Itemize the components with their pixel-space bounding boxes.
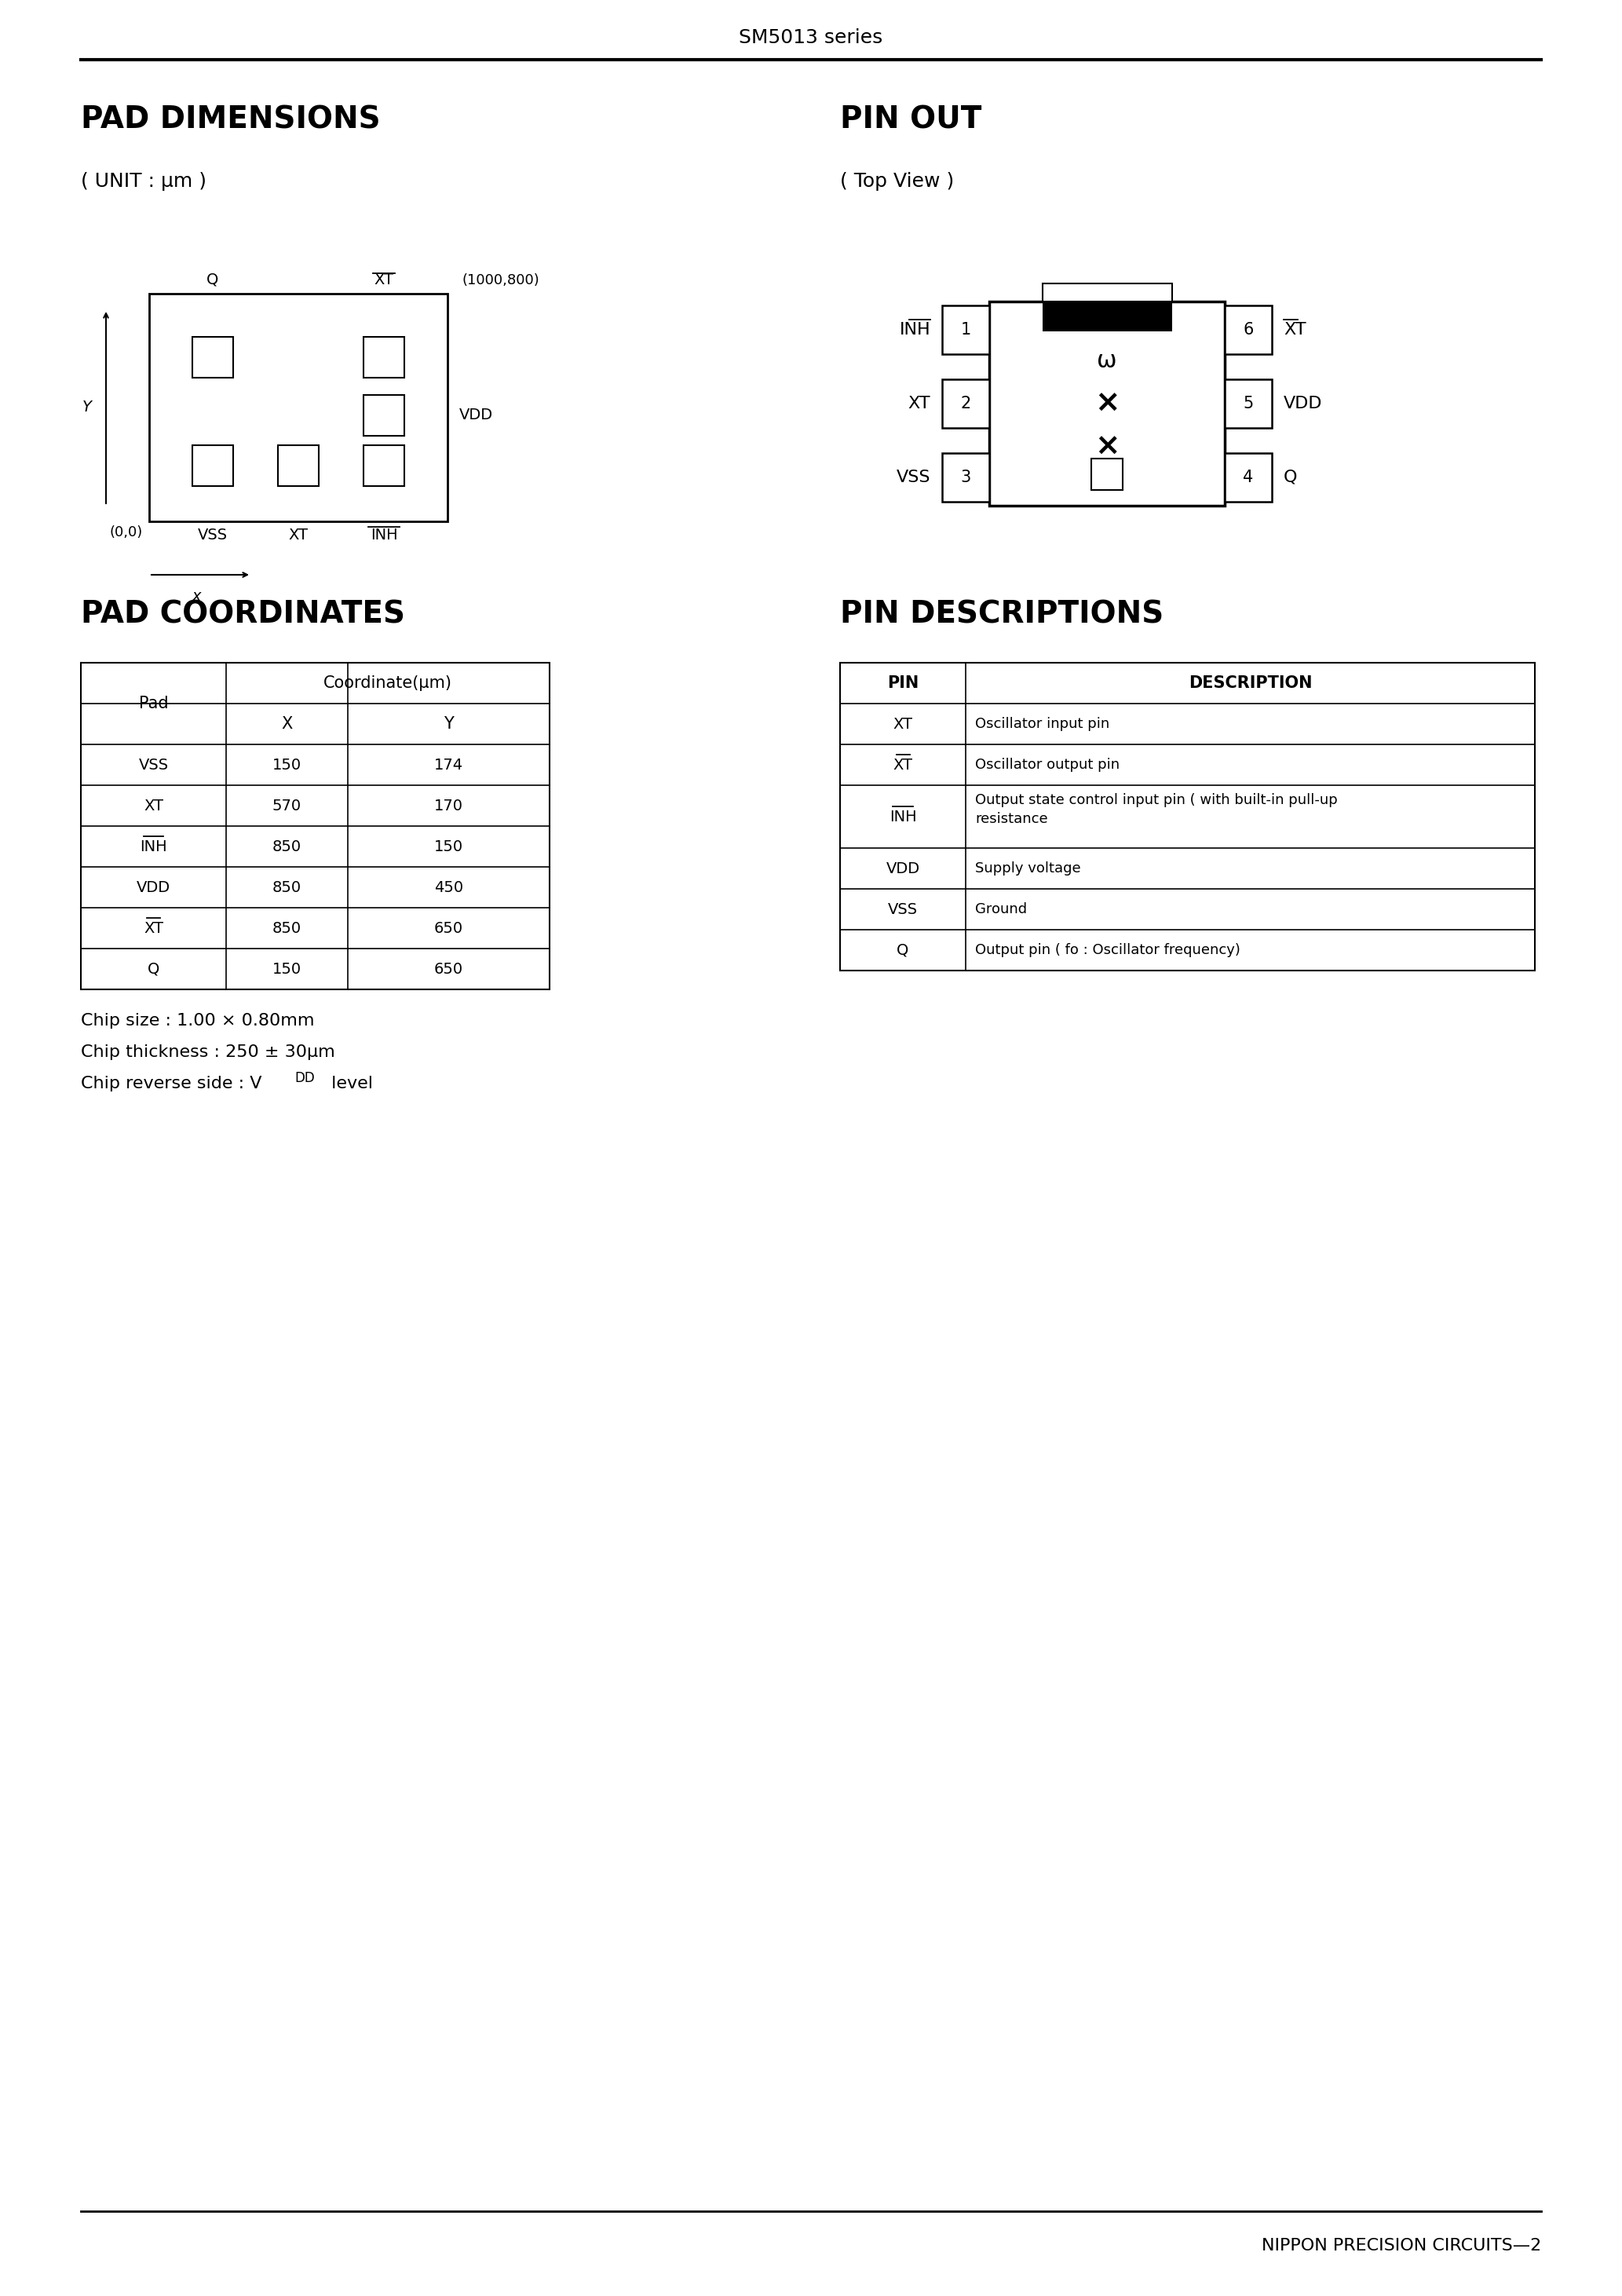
Text: Y: Y: [444, 716, 454, 732]
Bar: [1043, 301, 1171, 331]
Text: VSS: VSS: [887, 902, 918, 916]
Text: 2: 2: [960, 395, 972, 411]
Text: XT: XT: [144, 921, 164, 934]
Text: ×: ×: [1095, 432, 1119, 461]
Text: XT: XT: [289, 528, 308, 542]
Text: XT: XT: [375, 273, 394, 287]
Text: Q: Q: [897, 944, 908, 957]
Text: XT: XT: [908, 395, 931, 411]
Text: 650: 650: [435, 962, 464, 976]
Text: Pad: Pad: [139, 696, 169, 712]
Text: INH: INH: [889, 808, 916, 824]
Bar: [277, 445, 320, 487]
Text: 4: 4: [1242, 471, 1254, 484]
Text: XT: XT: [144, 799, 164, 813]
Bar: [1225, 305, 1272, 354]
Bar: [942, 305, 989, 354]
Text: ×: ×: [1095, 388, 1119, 418]
Text: DD: DD: [295, 1070, 315, 1086]
Text: VDD: VDD: [1283, 395, 1322, 411]
Text: Q: Q: [1283, 471, 1298, 484]
Text: level: level: [326, 1077, 373, 1091]
Text: PAD DIMENSIONS: PAD DIMENSIONS: [81, 106, 381, 135]
Text: 6: 6: [1242, 321, 1254, 338]
Text: Output state control input pin ( with built-in pull-up: Output state control input pin ( with bu…: [975, 792, 1338, 808]
Text: PAD COORDINATES: PAD COORDINATES: [81, 599, 406, 629]
Text: INH: INH: [139, 838, 167, 854]
Text: Coordinate(μm): Coordinate(μm): [323, 675, 453, 691]
Text: Chip reverse side : V: Chip reverse side : V: [81, 1077, 261, 1091]
Text: 570: 570: [272, 799, 302, 813]
Text: Oscillator output pin: Oscillator output pin: [975, 758, 1119, 771]
Text: VSS: VSS: [897, 471, 931, 484]
Bar: [363, 338, 404, 379]
Bar: [1092, 459, 1122, 489]
Text: (1000,800): (1000,800): [462, 273, 539, 287]
Text: VSS: VSS: [138, 758, 169, 771]
Text: 1: 1: [960, 321, 972, 338]
Bar: [942, 452, 989, 503]
Text: ω: ω: [1096, 349, 1118, 372]
Text: x: x: [191, 588, 201, 604]
Text: Chip thickness : 250 ± 30μm: Chip thickness : 250 ± 30μm: [81, 1045, 336, 1061]
Text: X: X: [281, 716, 292, 732]
Text: Q: Q: [206, 273, 219, 287]
Bar: [840, 664, 1534, 971]
Text: PIN DESCRIPTIONS: PIN DESCRIPTIONS: [840, 599, 1163, 629]
Bar: [193, 338, 234, 379]
Text: Oscillator input pin: Oscillator input pin: [975, 716, 1109, 730]
Text: VDD: VDD: [459, 409, 493, 422]
Text: 150: 150: [272, 758, 302, 771]
Bar: [942, 379, 989, 427]
Text: VDD: VDD: [886, 861, 920, 875]
Bar: [149, 294, 448, 521]
Text: NIPPON PRECISION CIRCUITS—2: NIPPON PRECISION CIRCUITS—2: [1262, 2239, 1541, 2255]
Text: 5: 5: [1242, 395, 1254, 411]
Bar: [363, 445, 404, 487]
Text: XT: XT: [894, 716, 913, 732]
Bar: [81, 664, 550, 990]
Text: Chip size : 1.00 × 0.80mm: Chip size : 1.00 × 0.80mm: [81, 1013, 315, 1029]
Text: VSS: VSS: [198, 528, 227, 542]
Text: DESCRIPTION: DESCRIPTION: [1189, 675, 1312, 691]
Text: VDD: VDD: [136, 879, 170, 895]
Text: PIN: PIN: [887, 675, 918, 691]
Text: 150: 150: [272, 962, 302, 976]
Bar: [1043, 285, 1171, 301]
Text: ( Top View ): ( Top View ): [840, 172, 954, 191]
Text: Output pin ( fo : Oscillator frequency): Output pin ( fo : Oscillator frequency): [975, 944, 1241, 957]
Bar: [363, 395, 404, 436]
Text: Ground: Ground: [975, 902, 1027, 916]
Text: Q: Q: [148, 962, 159, 976]
Text: XT: XT: [894, 758, 913, 771]
Text: 850: 850: [272, 879, 302, 895]
Text: 450: 450: [435, 879, 464, 895]
Text: INH: INH: [899, 321, 931, 338]
Text: Y: Y: [83, 400, 92, 416]
Text: resistance: resistance: [975, 813, 1048, 827]
Bar: [989, 301, 1225, 505]
Bar: [193, 445, 234, 487]
Text: Supply voltage: Supply voltage: [975, 861, 1080, 875]
Text: 3: 3: [960, 471, 972, 484]
Text: 850: 850: [272, 838, 302, 854]
Text: 150: 150: [435, 838, 464, 854]
Bar: [1225, 452, 1272, 503]
Text: 850: 850: [272, 921, 302, 934]
Text: XT: XT: [1283, 321, 1306, 338]
Text: INH: INH: [370, 528, 397, 542]
Text: PIN OUT: PIN OUT: [840, 106, 981, 135]
Text: 170: 170: [435, 799, 464, 813]
Text: ( UNIT : μm ): ( UNIT : μm ): [81, 172, 206, 191]
Bar: [1225, 379, 1272, 427]
Text: SM5013 series: SM5013 series: [740, 28, 882, 48]
Text: (0,0): (0,0): [110, 526, 143, 540]
Text: 650: 650: [435, 921, 464, 934]
Text: 174: 174: [435, 758, 464, 771]
